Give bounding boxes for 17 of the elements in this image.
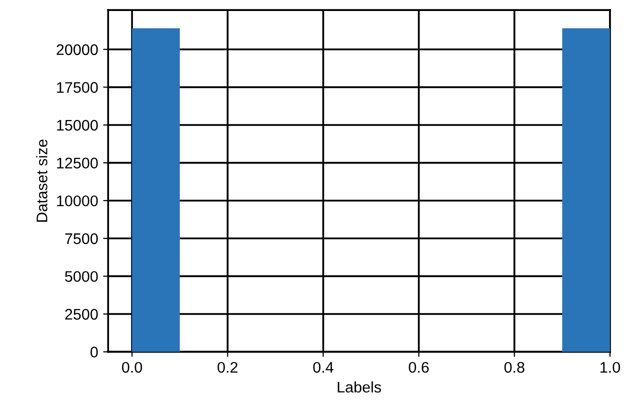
y-tick-label: 17500 (57, 82, 98, 93)
y-axis-title: Dataset size (36, 140, 48, 222)
y-tick-label: 2500 (65, 308, 98, 320)
y-tick-label: 20000 (56, 44, 98, 56)
x-tick-label: 0.2 (218, 362, 238, 373)
x-tick-label: 0.4 (313, 362, 334, 373)
y-tick-label: 0 (90, 346, 98, 358)
y-tick-label: 15000 (57, 120, 98, 131)
y-tick-label: 12500 (57, 158, 98, 168)
x-tick-label: 1.0 (600, 362, 620, 373)
x-axis-title: Labels (338, 381, 382, 393)
x-tick-label: 0.0 (122, 362, 142, 373)
x-tick-label: 0.8 (504, 362, 524, 373)
y-tick-label: 5000 (65, 271, 98, 282)
x-tick-label: 0.6 (408, 362, 429, 373)
y-tick-label: 10000 (57, 195, 98, 206)
y-tick-label: 7500 (65, 233, 98, 244)
